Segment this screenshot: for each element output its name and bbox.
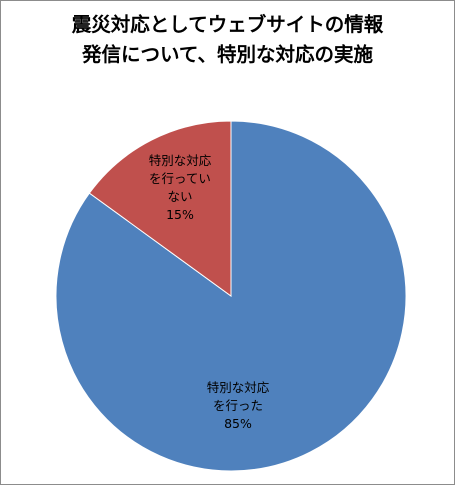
pie-slice-1 <box>88 120 232 297</box>
chart-title: 震災対応としてウェブサイトの情報 発信について、特別な対応の実施 <box>0 10 455 70</box>
slice-1-value-label: 15% <box>166 207 194 222</box>
slice-0-label-line-1: を行った <box>213 398 263 413</box>
chart-title-line-1: 震災対応としてウェブサイトの情報 <box>71 13 384 36</box>
slice-1-label-line-1: を行ってい <box>149 171 211 186</box>
slice-0-label-line-0: 特別な対応 <box>207 380 270 395</box>
slice-1-label-line-0: 特別な対応 <box>149 153 212 168</box>
slice-1-label-line-2: ない <box>167 189 192 204</box>
chart-title-line-2: 発信について、特別な対応の実施 <box>82 43 373 66</box>
slice-0-value-label: 85% <box>224 416 252 431</box>
